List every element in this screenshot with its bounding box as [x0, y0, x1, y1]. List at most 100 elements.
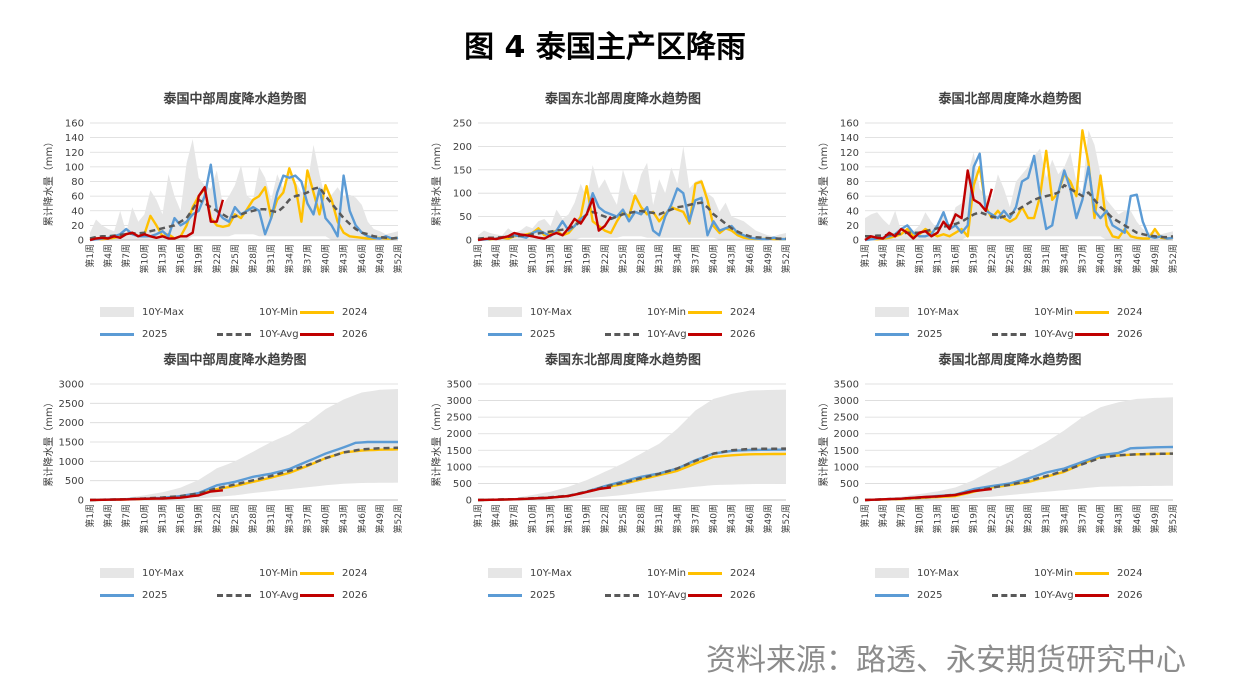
x-tick-label: 第46周	[744, 244, 756, 273]
legend-swatch	[488, 568, 522, 578]
legend-label: 2024	[730, 567, 756, 579]
chart-legend: 10Y-Max 10Y-Min 2024 2025 10Y-Avg 2026	[825, 301, 1205, 345]
y-tick-label: 80	[846, 177, 859, 188]
legend-label: 10Y-Max	[530, 306, 572, 318]
legend-label: 10Y-Max	[530, 567, 572, 579]
x-tick-label: 第7周	[120, 244, 132, 268]
x-tick-label: 第25周	[1004, 504, 1016, 533]
legend-label: 2024	[342, 306, 368, 318]
x-tick-label: 第34周	[283, 244, 295, 273]
y-tick-label: 1500	[447, 446, 472, 457]
legend-swatch	[875, 593, 909, 597]
x-tick-label: 第10周	[913, 504, 925, 533]
x-tick-label: 第22周	[986, 504, 998, 533]
series-10y-range-area	[865, 397, 1173, 500]
x-tick-label: 第4周	[490, 244, 502, 268]
y-tick-label: 250	[453, 119, 472, 130]
legend-swatch	[488, 307, 522, 317]
x-tick-label: 第28周	[1022, 244, 1034, 273]
y-tick-label: 2000	[447, 429, 472, 440]
legend-item: 10Y-Avg	[605, 584, 687, 606]
x-tick-label: 第28周	[635, 244, 647, 273]
x-tick-label: 第40周	[1095, 244, 1107, 273]
series-10y-range-area	[90, 139, 398, 240]
chart-svg: 累计降水量（mm）020406080100120140160第1周 第4周 第7周第…	[817, 119, 1179, 274]
x-tick-label: 第28周	[247, 244, 259, 273]
legend-item: 2025	[875, 323, 942, 345]
x-tick-label: 第49周	[1149, 244, 1161, 273]
x-tick-label: 第37周	[1076, 244, 1088, 273]
y-axis-label: 累计降水量（mm）	[817, 137, 830, 226]
legend-swatch	[217, 593, 251, 597]
x-tick-label: 第52周	[1167, 504, 1179, 533]
series-2026-line	[864, 169, 993, 242]
y-tick-label: 1500	[834, 446, 859, 457]
legend-label: 2026	[1117, 328, 1143, 340]
y-tick-label: 0	[853, 496, 859, 507]
y-tick-label: 200	[453, 142, 472, 153]
legend-swatch	[688, 310, 722, 314]
legend-swatch	[300, 310, 334, 314]
x-tick-label: 第1周	[859, 504, 871, 528]
y-tick-label: 2500	[834, 413, 859, 424]
x-tick-label: 第52周	[392, 504, 404, 533]
legend-item: 10Y-Min	[992, 562, 1073, 584]
x-tick-label: 第52周	[392, 244, 404, 273]
x-tick-label: 第28周	[247, 504, 259, 533]
legend-item: 2024	[300, 301, 367, 323]
y-tick-label: 40	[71, 206, 84, 217]
x-tick-label: 第16周	[563, 244, 575, 273]
y-axis-label: 累计降水量（mm）	[817, 397, 830, 486]
legend-swatch	[300, 593, 334, 597]
x-tick-label: 第13周	[931, 504, 943, 533]
y-tick-label: 0	[466, 496, 472, 507]
legend-item: 10Y-Avg	[992, 323, 1074, 345]
legend-label: 2026	[730, 589, 756, 601]
x-tick-label: 第37周	[1076, 504, 1088, 533]
x-tick-label: 第7周	[895, 244, 907, 268]
legend-swatch	[875, 332, 909, 336]
x-tick-label: 第31周	[1040, 244, 1052, 273]
y-tick-label: 0	[78, 236, 84, 247]
y-tick-label: 80	[71, 177, 84, 188]
series-2026-line	[864, 487, 992, 502]
x-tick-label: 第16周	[175, 244, 187, 273]
x-tick-label: 第49周	[762, 504, 774, 533]
x-tick-label: 第22周	[599, 504, 611, 533]
x-tick-label: 第31周	[265, 244, 277, 273]
y-tick-label: 40	[846, 206, 859, 217]
y-tick-label: 500	[453, 479, 472, 490]
legend-item: 2024	[688, 562, 755, 584]
legend-label: 10Y-Avg	[647, 328, 687, 340]
x-tick-label: 第1周	[472, 244, 484, 268]
x-tick-label: 第43周	[1113, 504, 1125, 533]
x-tick-label: 第19周	[968, 244, 980, 273]
series-2026-line	[477, 486, 612, 502]
y-tick-label: 120	[840, 148, 859, 159]
series-2026-line	[89, 489, 224, 502]
x-tick-label: 第46周	[356, 504, 368, 533]
x-tick-label: 第4周	[877, 244, 889, 268]
series-10y-range-area	[90, 389, 398, 500]
chart-legend: 10Y-Max 10Y-Min 2024 2025 10Y-Avg 2026	[825, 562, 1205, 606]
x-tick-label: 第10周	[138, 504, 150, 533]
legend-label: 2024	[1117, 567, 1143, 579]
y-tick-label: 2500	[59, 399, 84, 410]
legend-item: 2026	[1075, 584, 1142, 606]
legend-label: 10Y-Min	[259, 567, 298, 579]
legend-label: 10Y-Avg	[259, 328, 299, 340]
legend-item: 2025	[488, 584, 555, 606]
x-tick-label: 第40周	[1095, 504, 1107, 533]
x-tick-label: 第46周	[1131, 244, 1143, 273]
legend-label: 10Y-Max	[142, 306, 184, 318]
x-tick-label: 第19周	[193, 244, 205, 273]
x-tick-label: 第13周	[156, 504, 168, 533]
chart-title: 泰国中部周度降水趋势图	[163, 353, 307, 368]
chart-title: 泰国北部周度降水趋势图	[938, 92, 1082, 107]
y-tick-label: 60	[71, 192, 84, 203]
y-tick-label: 50	[459, 212, 472, 223]
x-tick-label: 第25周	[617, 244, 629, 273]
legend-swatch	[605, 593, 639, 597]
legend-swatch	[488, 593, 522, 597]
x-tick-label: 第22周	[211, 244, 223, 273]
